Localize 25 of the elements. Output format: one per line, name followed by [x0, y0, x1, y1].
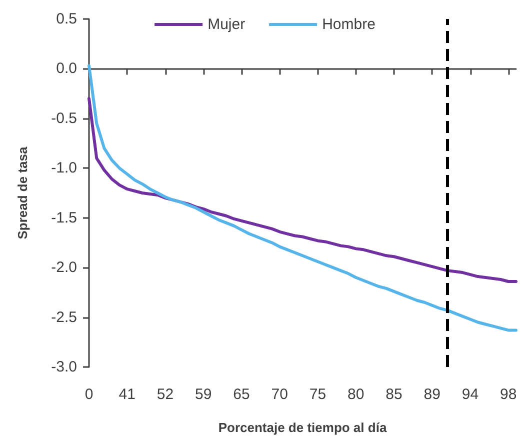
x-tick-label: 70	[271, 386, 288, 403]
y-tick-label: -0.5	[51, 110, 77, 127]
y-tick-label: -2.5	[51, 308, 77, 326]
x-tick-label: 0	[84, 386, 94, 403]
y-tick-label: -3.0	[51, 358, 77, 376]
legend-label: Mujer	[208, 16, 246, 33]
y-tick-label: -1.0	[51, 160, 77, 177]
legend-label: Hombre	[322, 16, 376, 33]
x-tick-label: 75	[309, 386, 326, 403]
y-tick-label: -2.0	[51, 259, 77, 276]
y-tick-label: -1.5	[51, 209, 77, 226]
x-tick-label: 41	[118, 386, 136, 403]
x-tick-label: 65	[233, 386, 250, 403]
x-tick-label: 98	[500, 386, 517, 403]
x-tick-label: 59	[195, 386, 212, 403]
y-tick-label: 0.0	[56, 60, 77, 78]
x-tick-label: 94	[462, 386, 479, 403]
x-axis-title: Porcentaje de tiempo al día	[218, 420, 388, 435]
line-series	[88, 97, 518, 283]
x-tick-label: 89	[424, 386, 440, 403]
x-tick-label: 85	[386, 386, 402, 403]
y-axis-title: Spread de tasa	[15, 146, 30, 240]
x-tick-label: 80	[348, 386, 364, 403]
y-tick-label: 0.5	[56, 10, 77, 28]
x-tick-label: 52	[156, 386, 174, 403]
